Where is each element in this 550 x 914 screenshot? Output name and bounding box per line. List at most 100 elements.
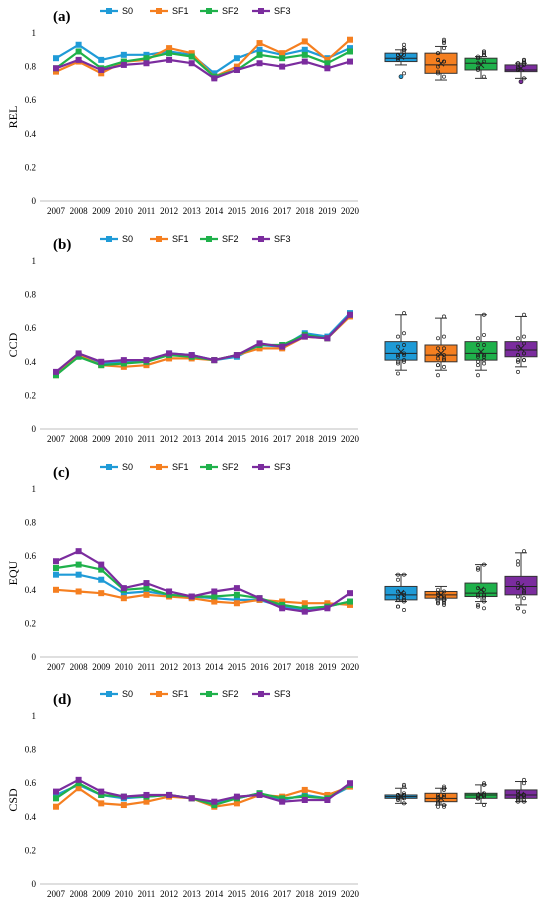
series-line-SF3 (55, 778, 351, 803)
data-point-SF1 (143, 591, 150, 598)
box-point (476, 353, 480, 358)
data-point-SF2 (347, 48, 353, 55)
legend-marker (258, 8, 264, 14)
legend-label: SF1 (172, 6, 189, 16)
box-point (482, 793, 486, 797)
box-SF2 (464, 57, 498, 71)
box-point (482, 803, 486, 807)
box-point (436, 599, 440, 604)
box-point (522, 609, 526, 614)
y-tick-label: 0.6 (25, 323, 37, 333)
data-point-S0 (143, 588, 150, 595)
data-point-SF2 (120, 58, 127, 65)
box-point (522, 76, 526, 81)
data-point-SF1 (256, 40, 263, 47)
box-point (516, 562, 520, 567)
box-point (516, 586, 520, 591)
y-tick-label: 0 (32, 652, 37, 662)
box-point (402, 343, 406, 347)
panel-label: (a) (53, 9, 71, 25)
panel-label: (c) (53, 465, 70, 481)
box-point (522, 351, 526, 356)
box-outlier (518, 79, 524, 85)
data-point-SF3 (347, 590, 353, 597)
x-tick-label: 2019 (318, 889, 337, 899)
y-tick-label: 0.2 (25, 618, 36, 628)
box-point (476, 794, 480, 799)
y-tick-label: 0.4 (25, 357, 37, 367)
box-point (396, 572, 400, 577)
box-point (516, 359, 520, 364)
x-tick-label: 2015 (228, 434, 247, 444)
box-point (516, 594, 520, 599)
data-point-SF3 (256, 791, 263, 798)
legend-marker (258, 236, 264, 242)
x-tick-label: 2009 (92, 662, 111, 672)
data-point-SF3 (279, 605, 286, 612)
data-point-SF3 (279, 343, 286, 350)
data-point-SF3 (324, 335, 331, 342)
data-point-S0 (120, 51, 127, 58)
box-point (402, 71, 406, 76)
x-tick-label: 2010 (115, 662, 134, 672)
legend-marker (106, 691, 112, 697)
series-line-SF2 (55, 563, 351, 610)
box-point (396, 577, 400, 582)
data-point-SF2 (256, 51, 263, 58)
legend-marker (156, 691, 162, 697)
data-point-SF3 (301, 797, 308, 803)
legend-label: SF2 (222, 689, 239, 699)
box-point (516, 66, 520, 71)
data-point-SF2 (301, 51, 308, 58)
x-tick-label: 2018 (296, 434, 315, 444)
x-tick-label: 2013 (183, 889, 202, 899)
legend-label: SF3 (274, 234, 291, 244)
data-point-SF3 (233, 793, 240, 800)
data-point-SF2 (279, 55, 286, 62)
data-point-SF3 (188, 352, 195, 359)
y-tick-label: 0.4 (25, 129, 37, 139)
legend-marker (206, 8, 212, 14)
data-point-S0 (75, 41, 82, 48)
data-point-SF1 (143, 362, 150, 369)
box-point (482, 332, 486, 337)
box-point (522, 777, 526, 782)
box-point (442, 37, 446, 42)
data-point-S0 (233, 55, 240, 62)
data-point-SF1 (347, 601, 353, 608)
data-point-SF3 (233, 352, 240, 359)
x-tick-label: 2016 (251, 662, 270, 672)
box-point (396, 344, 400, 349)
box-point (442, 74, 446, 79)
box-point (522, 591, 526, 596)
legend-marker (106, 236, 112, 242)
x-tick-label: 2007 (47, 434, 66, 444)
data-point-SF3 (211, 357, 218, 364)
box-point (482, 74, 486, 79)
legend-marker (156, 464, 162, 470)
box-point (442, 358, 446, 363)
x-tick-label: 2008 (70, 889, 89, 899)
box-point (436, 64, 440, 69)
x-tick-label: 2011 (138, 434, 156, 444)
box-point (476, 373, 480, 378)
data-point-SF2 (75, 48, 82, 55)
data-point-SF3 (75, 548, 82, 555)
box-point (436, 57, 440, 62)
legend-marker (258, 691, 264, 697)
box-point (522, 61, 526, 66)
box-point (516, 353, 520, 358)
x-tick-label: 2012 (160, 434, 178, 444)
box-point (436, 353, 440, 358)
legend-label: SF3 (274, 462, 291, 472)
legend-marker (156, 8, 162, 14)
data-point-S0 (53, 55, 59, 62)
box-point (402, 608, 406, 612)
data-point-SF2 (347, 598, 353, 605)
x-tick-label: 2018 (296, 662, 315, 672)
box-point (436, 587, 440, 592)
box-point (436, 336, 440, 341)
